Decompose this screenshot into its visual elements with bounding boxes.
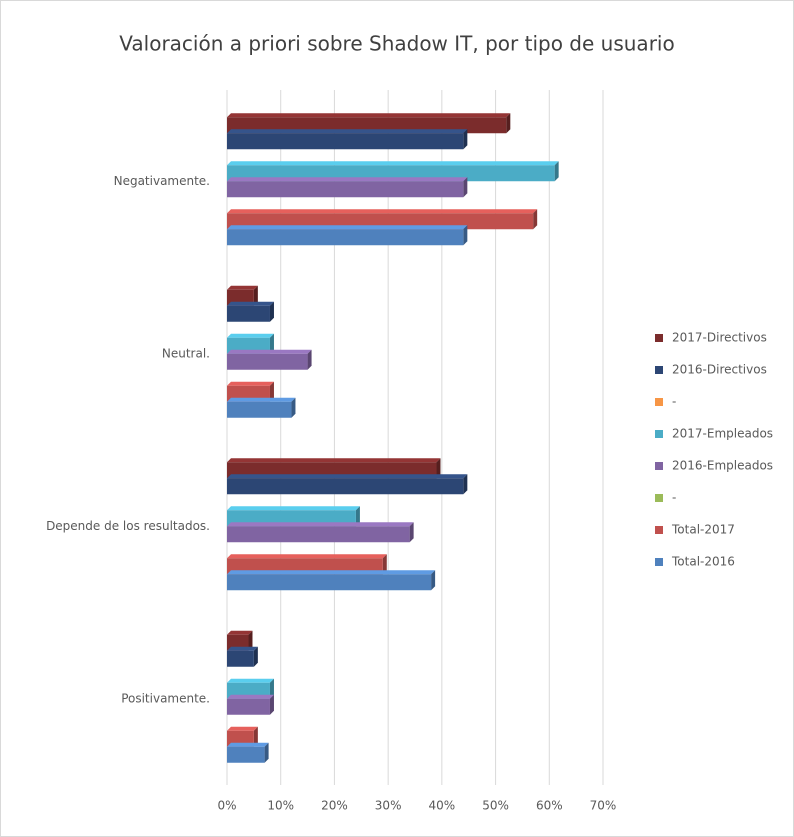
- legend-swatch: [655, 398, 663, 406]
- bar-top: [227, 554, 387, 559]
- bar-top: [227, 397, 296, 402]
- bar-side: [264, 742, 269, 763]
- bar: [227, 698, 270, 715]
- bar-side: [463, 225, 468, 246]
- bar: [227, 574, 432, 591]
- bar-top: [227, 177, 468, 182]
- bar-top: [227, 742, 269, 747]
- bar-side: [355, 506, 360, 527]
- bar-top: [227, 726, 258, 731]
- bar: [227, 650, 254, 667]
- x-tick-label: 20%: [321, 799, 348, 813]
- legend-label: -: [672, 395, 676, 409]
- bar-side: [248, 630, 253, 651]
- bar-side: [554, 161, 559, 182]
- legend-label: -: [672, 491, 676, 505]
- legend-swatch: [655, 334, 663, 342]
- y-tick-label: Depende de los resultados.: [46, 519, 210, 533]
- bar-side: [382, 554, 387, 575]
- bar-side: [269, 678, 274, 699]
- bar: [227, 478, 464, 495]
- bar-top: [227, 209, 538, 214]
- bar: [227, 353, 308, 370]
- bar-side: [269, 381, 274, 402]
- y-tick-label: Positivamente.: [121, 691, 210, 705]
- chart-title: Valoración a priori sobre Shadow IT, por…: [119, 32, 674, 56]
- bar-top: [227, 458, 441, 463]
- bar-top: [227, 225, 468, 230]
- bar-side: [269, 694, 274, 715]
- bar-top: [227, 333, 274, 338]
- bar-side: [291, 397, 296, 418]
- bar-side: [431, 570, 436, 591]
- legend-label: 2016-Directivos: [672, 363, 767, 377]
- bar: [227, 526, 410, 543]
- bar-side: [436, 458, 441, 479]
- bar-top: [227, 506, 360, 511]
- bar-side: [533, 209, 538, 230]
- bar-top: [227, 630, 253, 635]
- x-tick-label: 0%: [217, 799, 236, 813]
- bar-side: [269, 333, 274, 354]
- bar-side: [506, 113, 511, 134]
- x-tick-label: 40%: [429, 799, 456, 813]
- bar-top: [227, 678, 274, 683]
- bar-side: [463, 474, 468, 495]
- legend-swatch: [655, 558, 663, 566]
- bar: [227, 746, 265, 763]
- bar-side: [307, 349, 312, 370]
- bar-top: [227, 113, 511, 118]
- bar: [227, 133, 464, 150]
- bar-top: [227, 301, 274, 306]
- bar-top: [227, 646, 258, 651]
- bar-side: [253, 726, 258, 747]
- bar-top: [227, 570, 436, 575]
- x-tick-label: 10%: [267, 799, 294, 813]
- bar: [227, 229, 464, 246]
- bar: [227, 401, 292, 418]
- bar-side: [253, 285, 258, 306]
- x-tick-label: 30%: [375, 799, 402, 813]
- bar-top: [227, 694, 274, 699]
- legend-label: 2017-Directivos: [672, 331, 767, 345]
- legend-label: Total-2017: [671, 523, 735, 537]
- legend-label: 2016-Empleados: [672, 459, 773, 473]
- bar-side: [409, 522, 414, 543]
- bar-top: [227, 381, 274, 386]
- bar-side: [269, 301, 274, 322]
- legend-swatch: [655, 526, 663, 534]
- bar-top: [227, 161, 559, 166]
- x-tick-label: 60%: [536, 799, 563, 813]
- legend-swatch: [655, 430, 663, 438]
- legend-label: 2017-Empleados: [672, 427, 773, 441]
- bar: [227, 181, 464, 198]
- bar-side: [253, 646, 258, 667]
- x-tick-label: 70%: [590, 799, 617, 813]
- bar-top: [227, 285, 258, 290]
- bar-top: [227, 474, 468, 479]
- y-tick-label: Neutral.: [162, 346, 210, 360]
- legend-swatch: [655, 366, 663, 374]
- bar-top: [227, 522, 414, 527]
- bar-side: [463, 129, 468, 150]
- legend-swatch: [655, 462, 663, 470]
- legend-label: Total-2016: [671, 555, 735, 569]
- bar: [227, 305, 270, 322]
- legend-swatch: [655, 494, 663, 502]
- bar-top: [227, 349, 312, 354]
- x-tick-label: 50%: [482, 799, 509, 813]
- bar-side: [463, 177, 468, 198]
- y-tick-label: Negativamente.: [114, 174, 210, 188]
- bar-top: [227, 129, 468, 134]
